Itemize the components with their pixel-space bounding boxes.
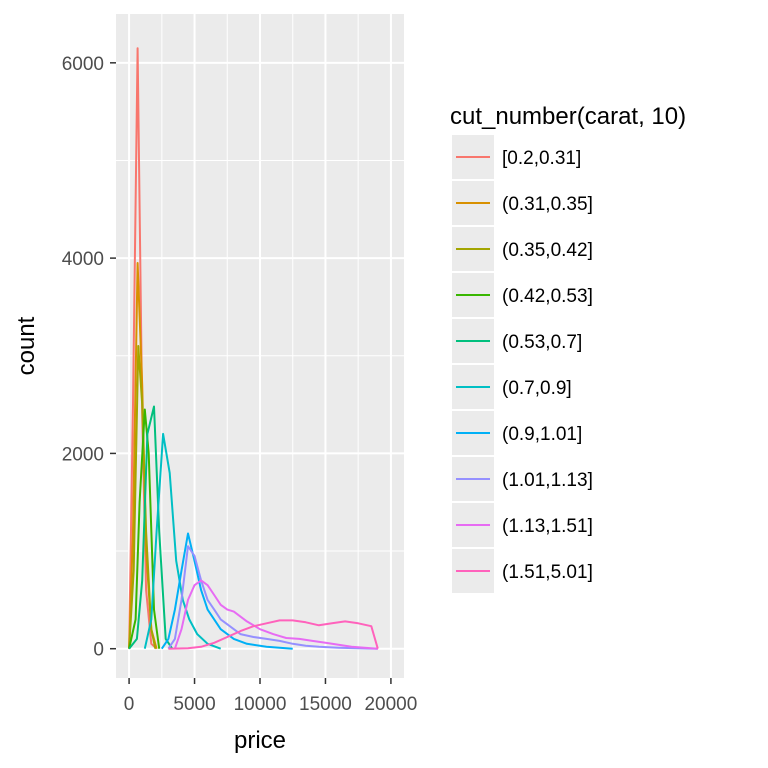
legend-label: (1.13,1.51] [502, 516, 593, 537]
series-line [143, 432, 222, 650]
legend-label: (0.9,1.01] [502, 424, 582, 445]
legend-label: (0.31,0.35] [502, 194, 593, 215]
series-line [173, 579, 378, 650]
x-tick-label: 5000 [173, 694, 215, 715]
y-axis: 0 2000 4000 6000 [62, 54, 116, 661]
legend-label: (1.51,5.01] [502, 562, 593, 583]
y-axis-title: count [13, 316, 40, 375]
y-tick-label: 6000 [62, 54, 104, 75]
legend-label: (0.7,0.9] [502, 378, 572, 399]
x-tick-label: 15000 [299, 694, 352, 715]
x-tick-label: 20000 [364, 694, 417, 715]
legend-label: (1.01,1.13] [502, 470, 593, 491]
legend-label: (0.53,0.7] [502, 332, 582, 353]
y-tick-label: 2000 [62, 444, 104, 465]
series-line [128, 408, 161, 649]
grid-major [116, 14, 404, 678]
legend-label: [0.2,0.31] [502, 148, 581, 169]
series-lines [128, 47, 379, 650]
series-line [168, 619, 379, 650]
y-tick-label: 4000 [62, 249, 104, 270]
legend-label: (0.42,0.53] [502, 286, 593, 307]
series-line [128, 405, 174, 650]
y-tick-label: 0 [93, 640, 104, 661]
legend-label: (0.35,0.42] [502, 240, 593, 261]
x-tick-label: 0 [124, 694, 135, 715]
series-line [160, 532, 293, 650]
legend-title: cut_number(carat, 10) [450, 103, 686, 130]
legend: [0.2,0.31] (0.31,0.35] (0.35,0.42] (0.42,0.… [452, 135, 593, 593]
x-tick-label: 10000 [234, 694, 287, 715]
series-line [128, 345, 157, 649]
x-axis: 0 5000 10000 15000 20000 [124, 678, 417, 715]
series-line [167, 545, 378, 650]
x-axis-title: price [234, 727, 286, 754]
